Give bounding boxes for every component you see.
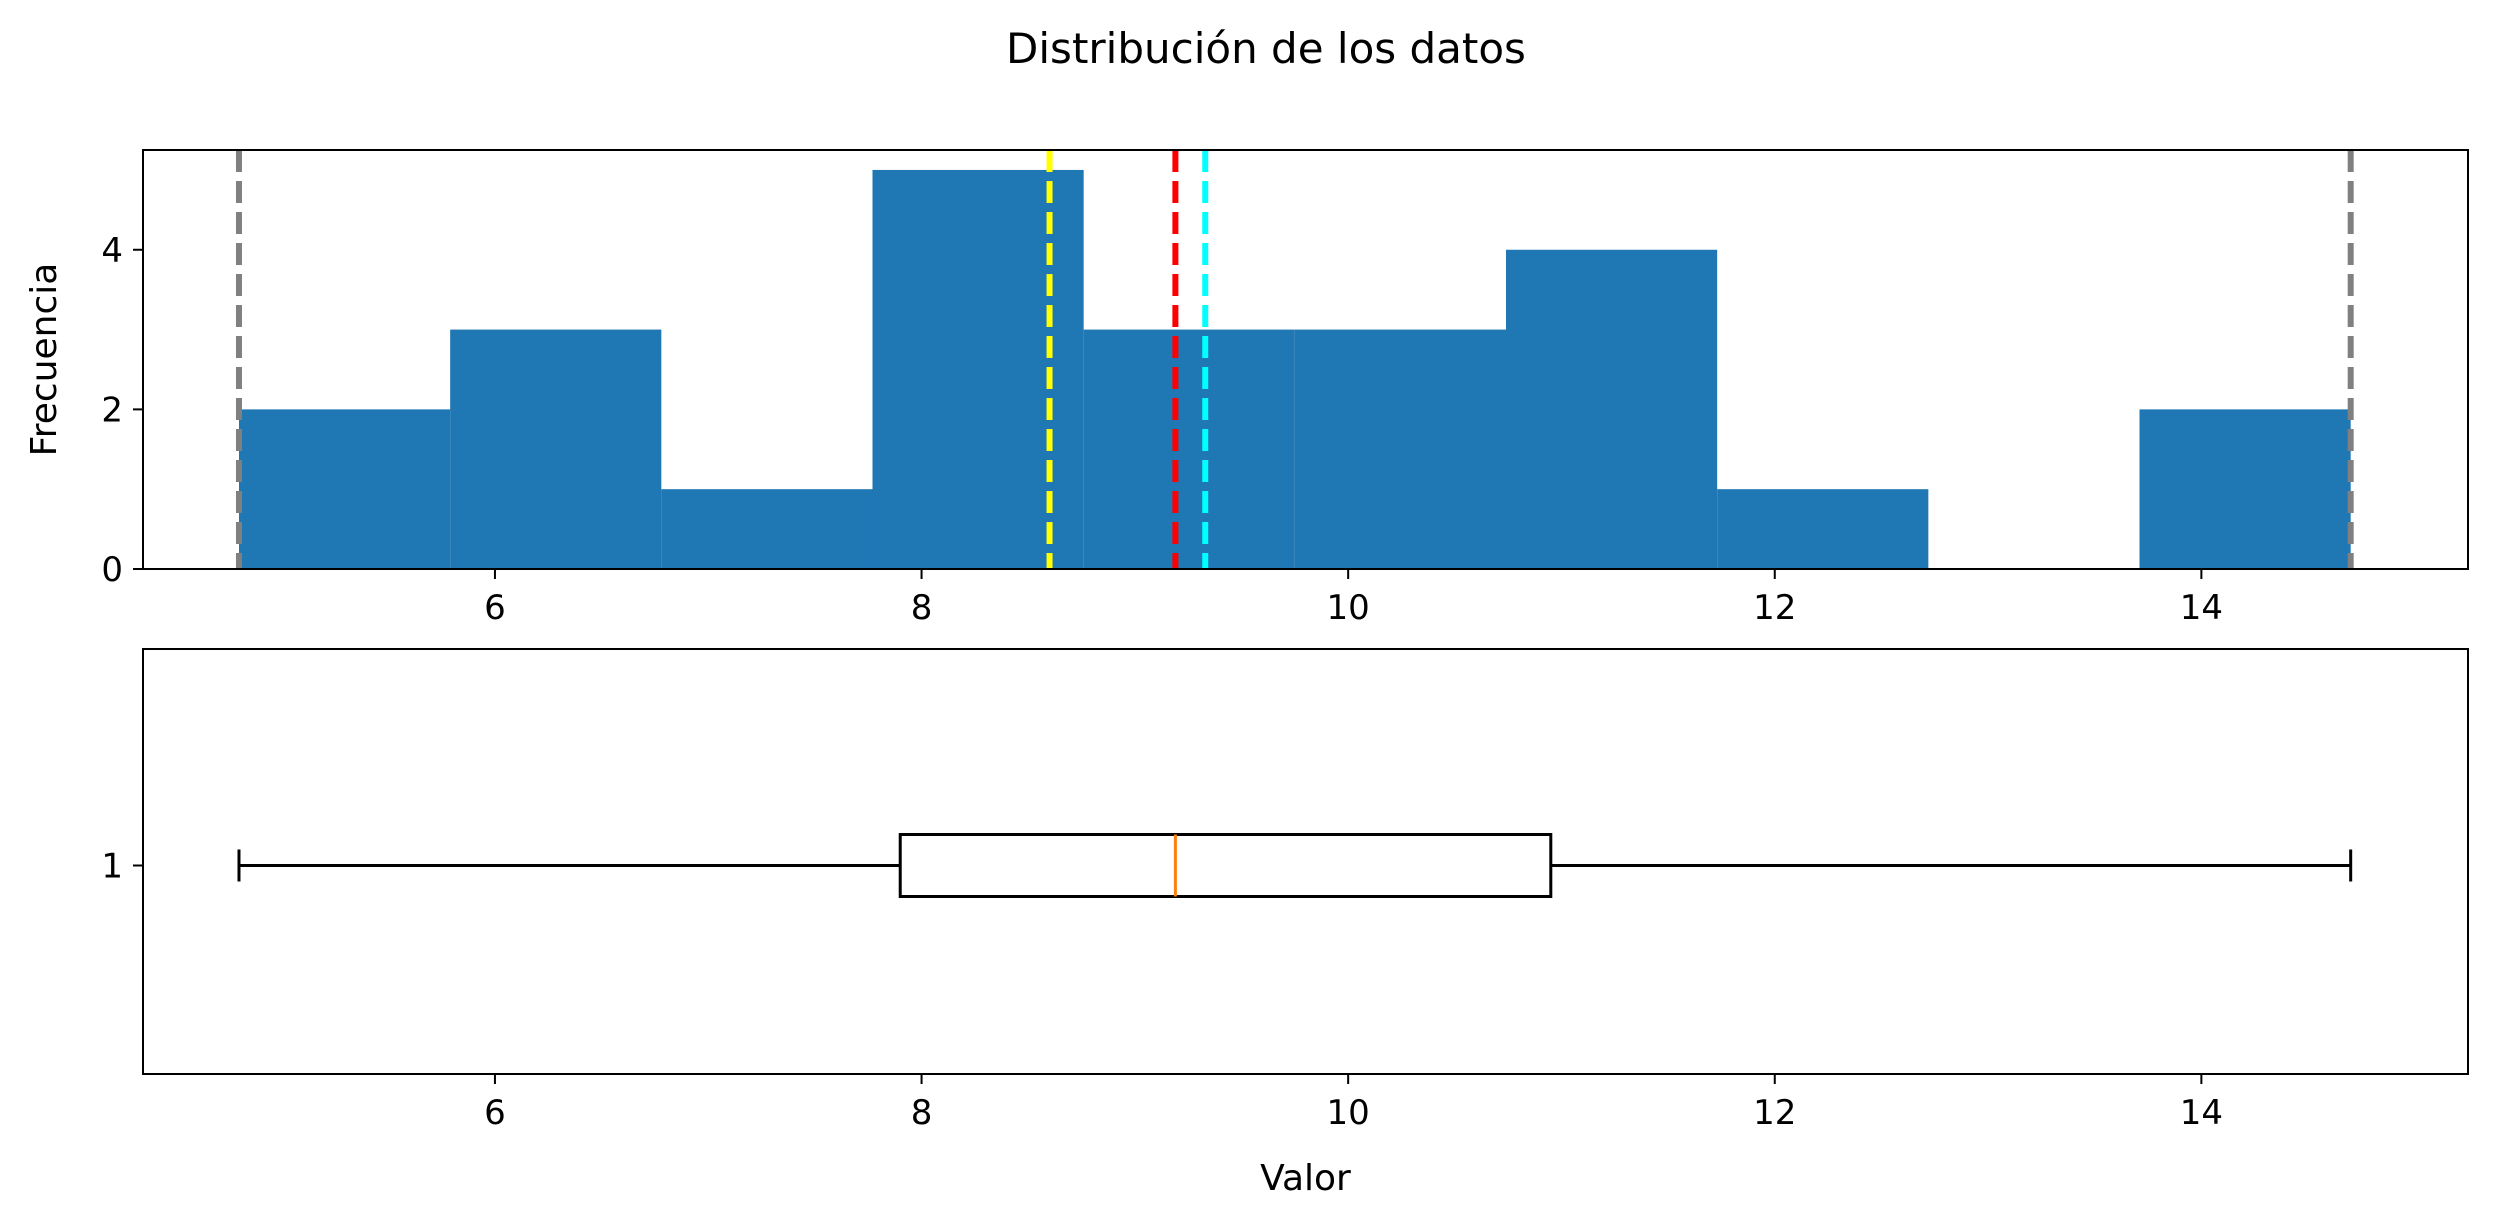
histogram-y-axis-label: Frecuencia <box>24 263 65 457</box>
histogram-x-ticks: 6 8 10 12 14 <box>484 569 2223 628</box>
iqr-box <box>898 833 1553 898</box>
histogram-bar <box>450 329 662 569</box>
boxplot-y-ticks: 1 <box>101 847 143 887</box>
histogram-bar <box>2139 409 2351 569</box>
x-tick-label: 8 <box>911 588 933 628</box>
boxplot-frame <box>142 648 2469 1075</box>
histogram-bar <box>1294 329 1507 569</box>
histogram-reference-lines <box>235 150 2354 569</box>
x-tick-label: 12 <box>1753 588 1796 628</box>
boxplot-marks <box>237 833 2353 898</box>
histogram-bars <box>238 169 2351 569</box>
boxplot-x-ticks: 6 8 10 12 14 <box>484 1074 2223 1133</box>
y-tick-label: 2 <box>101 390 123 430</box>
x-tick-label: 14 <box>2180 1093 2223 1133</box>
chart-title: Distribución de los datos <box>1006 24 1526 73</box>
boxplot-x-axis-label: Valor <box>1260 1158 1351 1199</box>
histogram-bar <box>238 409 451 569</box>
y-tick-label: 4 <box>101 231 123 271</box>
y-tick-label: 1 <box>101 847 123 887</box>
histogram-frame <box>142 149 2469 570</box>
x-tick-label: 8 <box>911 1093 933 1133</box>
x-tick-label: 14 <box>2180 588 2223 628</box>
histogram-bar <box>1717 489 1929 569</box>
x-tick-label: 6 <box>484 588 506 628</box>
x-tick-label: 10 <box>1327 1093 1370 1133</box>
x-tick-label: 12 <box>1753 1093 1796 1133</box>
histogram-bar <box>1083 329 1295 569</box>
y-tick-label: 0 <box>101 550 123 590</box>
histogram-y-ticks: 0 2 4 <box>101 231 143 590</box>
histogram-axes: 6 8 10 12 14 0 2 4 Frecuencia <box>24 149 2469 628</box>
histogram-bar <box>661 489 873 569</box>
x-tick-label: 10 <box>1327 588 1370 628</box>
boxplot-axes: 6 8 10 12 14 1 Valor <box>101 648 2469 1199</box>
histogram-bar <box>1506 249 1718 569</box>
x-tick-label: 6 <box>484 1093 506 1133</box>
